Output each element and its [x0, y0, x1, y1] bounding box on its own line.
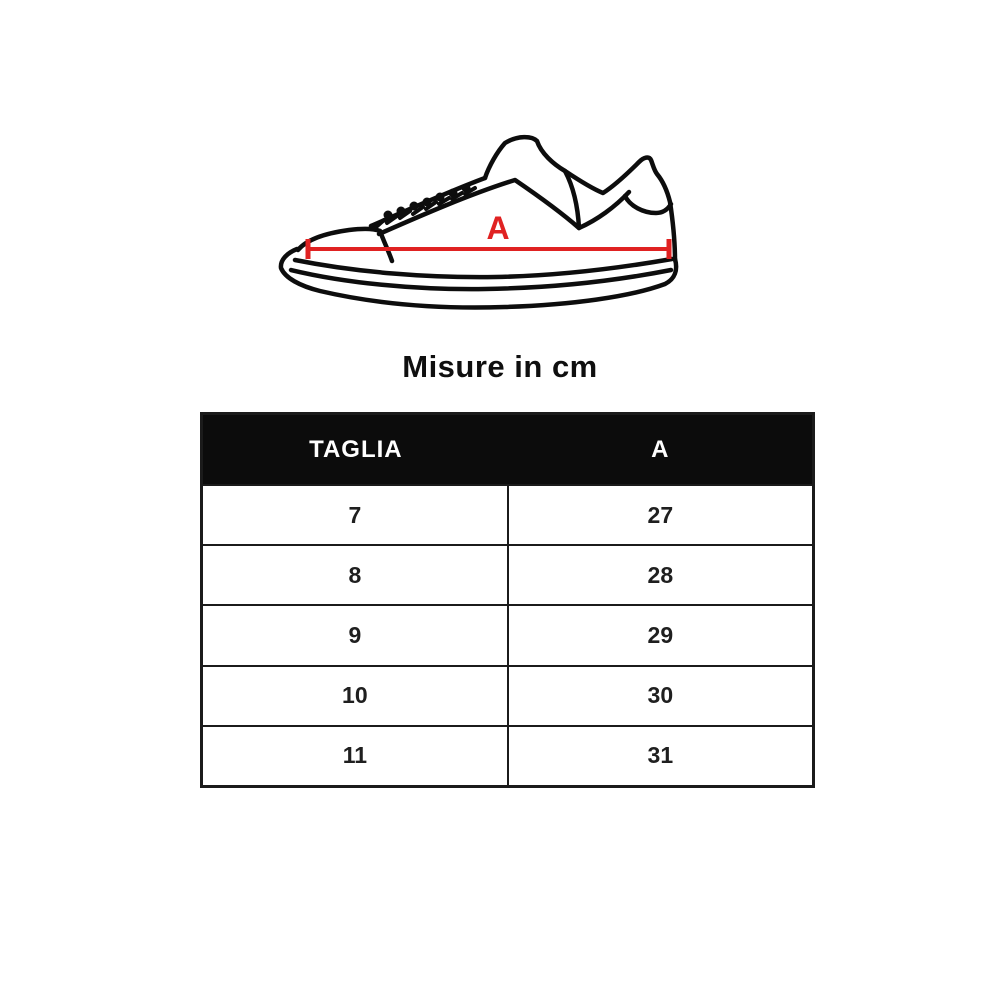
- cell-taglia: 11: [203, 726, 509, 786]
- column-header-taglia: TAGLIA: [309, 435, 403, 463]
- lace-crossings: [373, 186, 477, 230]
- cell-a: 27: [647, 501, 674, 528]
- size-table: TAGLIA A 7 27 8 28 9 29 10 30 11 31: [200, 412, 815, 788]
- sneaker-strokes: [278, 134, 679, 310]
- size-table-header: TAGLIA A: [203, 415, 812, 484]
- table-row: 9 29: [203, 604, 812, 665]
- table-row: 11 31: [203, 724, 812, 786]
- column-header-a: A: [651, 435, 670, 463]
- cell-taglia: 7: [203, 486, 509, 545]
- measurement-label-a: A: [486, 210, 509, 246]
- page-title: Misure in cm: [402, 349, 598, 384]
- table-row: 7 27: [203, 484, 812, 545]
- measurement-line-a: [305, 239, 672, 259]
- cell-taglia: 8: [203, 546, 509, 605]
- cell-taglia: 9: [203, 606, 509, 665]
- cell-a: 31: [647, 742, 674, 769]
- table-row: 8 28: [203, 544, 812, 605]
- table-row: 10 30: [203, 664, 812, 725]
- cell-a: 28: [647, 561, 674, 588]
- cell-a: 29: [647, 622, 674, 648]
- cell-a: 30: [647, 682, 674, 709]
- cell-taglia: 10: [203, 666, 509, 725]
- sneaker-outline-drawing: A: [278, 134, 679, 310]
- shoe-diagram: A: [275, 112, 715, 344]
